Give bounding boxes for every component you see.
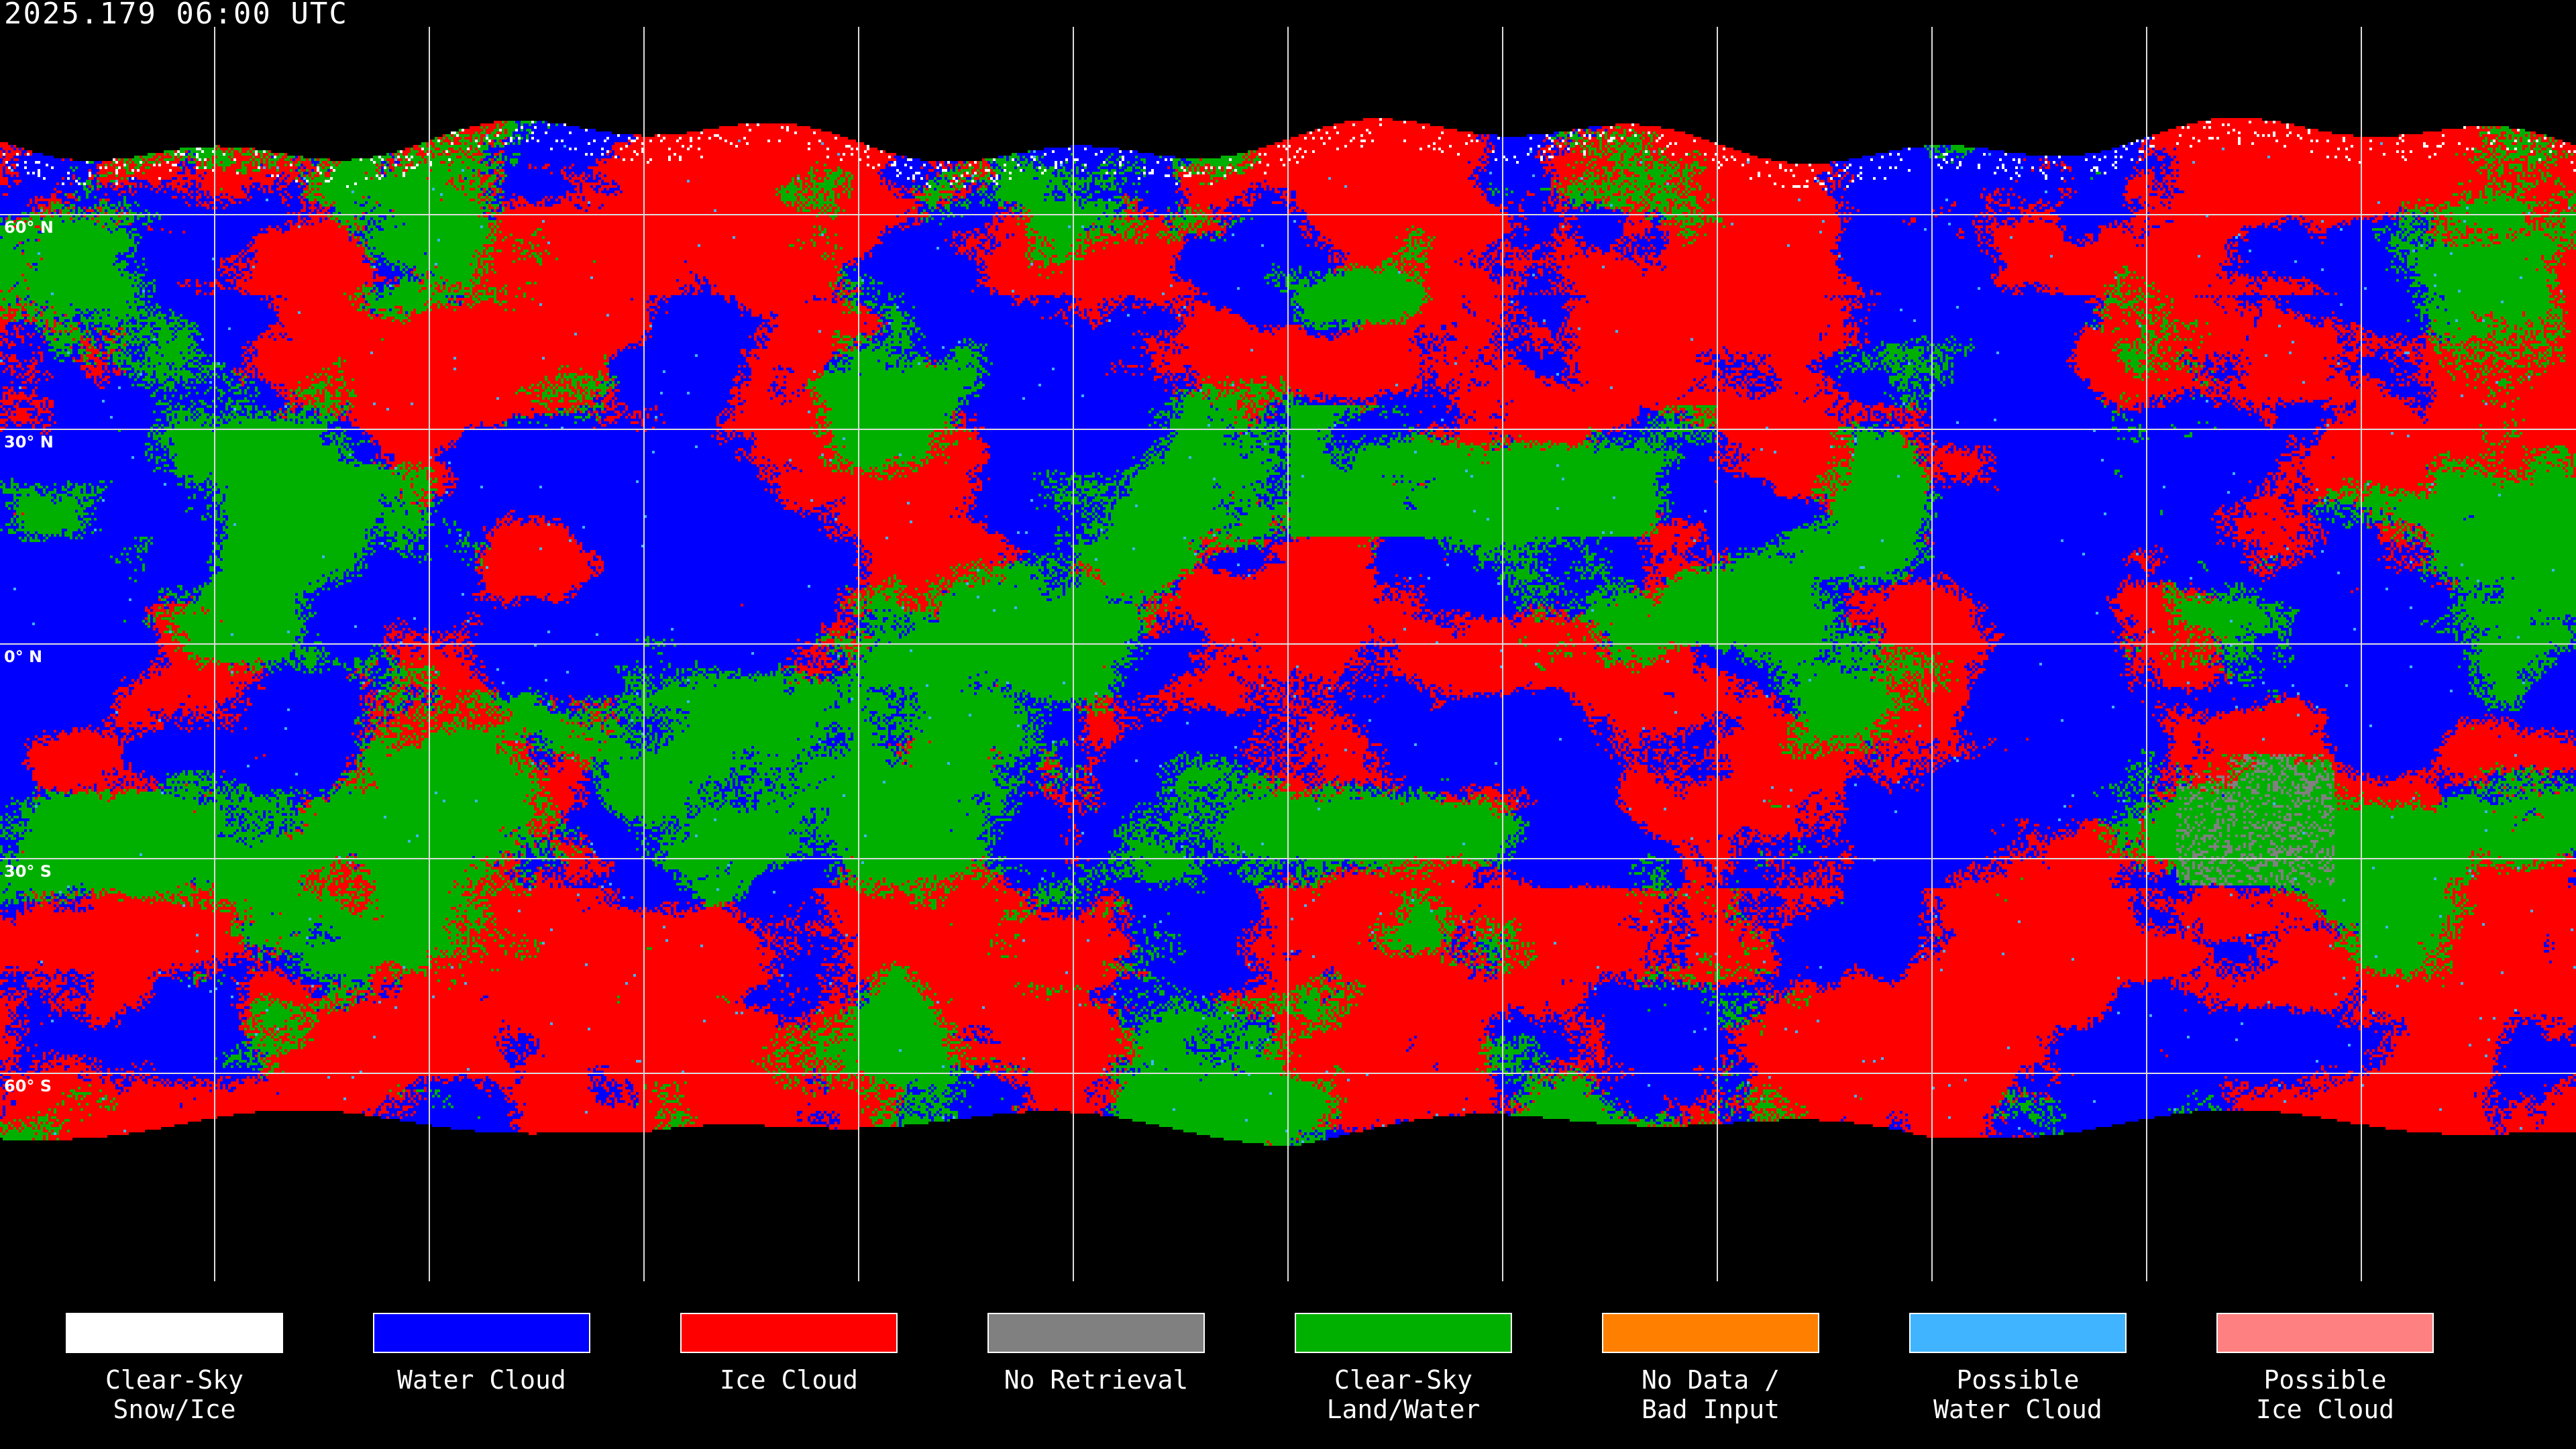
- lat-lon-grid: [0, 27, 2576, 1281]
- legend-item-no-data: No Data / Bad Input: [1602, 1313, 1819, 1424]
- legend-item-possible-ice-cloud: Possible Ice Cloud: [2216, 1313, 2434, 1424]
- legend-item-ice-cloud: Ice Cloud: [680, 1313, 898, 1395]
- legend-label: Ice Cloud: [720, 1365, 858, 1395]
- legend-label: Clear-Sky Snow/Ice: [105, 1365, 244, 1424]
- legend-item-clear-sky-land-water: Clear-Sky Land/Water: [1295, 1313, 1512, 1424]
- legend-label: Water Cloud: [397, 1365, 566, 1395]
- legend-label: No Retrieval: [1004, 1365, 1189, 1395]
- lat-label-30n: 30° N: [4, 433, 54, 451]
- legend-label: Possible Ice Cloud: [2256, 1365, 2394, 1424]
- legend-swatch: [1909, 1313, 2127, 1353]
- legend-swatch: [987, 1313, 1205, 1353]
- timestamp-title: 2025.179 06:00 UTC: [4, 0, 348, 31]
- legend-label: Possible Water Cloud: [1933, 1365, 2102, 1424]
- legend-swatch: [1295, 1313, 1512, 1353]
- lat-label-30s: 30° S: [4, 862, 52, 881]
- legend-swatch: [1602, 1313, 1819, 1353]
- legend-swatch: [680, 1313, 898, 1353]
- lat-label-0n: 0° N: [4, 647, 43, 666]
- legend-swatch: [373, 1313, 590, 1353]
- legend-item-clear-sky-snow-ice: Clear-Sky Snow/Ice: [66, 1313, 283, 1424]
- legend-swatch: [66, 1313, 283, 1353]
- legend-label: Clear-Sky Land/Water: [1326, 1365, 1481, 1424]
- lat-label-60n: 60° N: [4, 218, 54, 237]
- legend-item-possible-water-cloud: Possible Water Cloud: [1909, 1313, 2127, 1424]
- legend-label: No Data / Bad Input: [1642, 1365, 1780, 1424]
- legend: Clear-Sky Snow/Ice Water Cloud Ice Cloud…: [0, 1313, 2576, 1447]
- lat-label-60s: 60° S: [4, 1077, 52, 1095]
- legend-item-no-retrieval: No Retrieval: [987, 1313, 1205, 1395]
- legend-item-water-cloud: Water Cloud: [373, 1313, 590, 1395]
- legend-swatch: [2216, 1313, 2434, 1353]
